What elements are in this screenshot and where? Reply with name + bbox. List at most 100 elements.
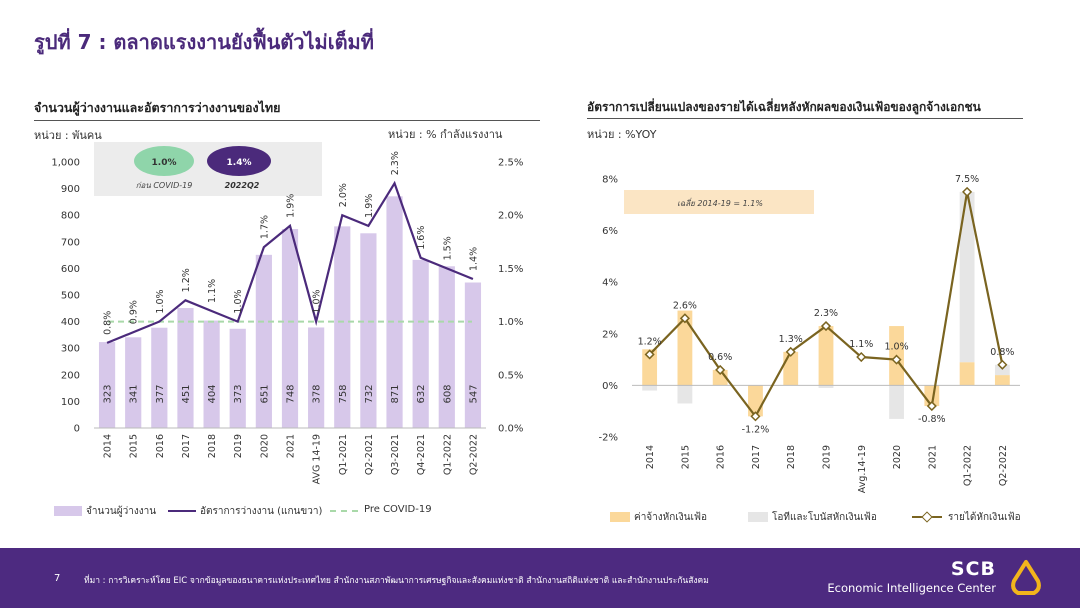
unemployed-bar [98,342,116,428]
footer: 7 ที่มา : การวิเคราะห์โดย EIC จากข้อมูลข… [0,548,1080,608]
legend-label-wage: ค่าจ้างหักเงินเฟ้อ [634,512,707,523]
income-marker [926,400,937,412]
legend-label-unemployed: จำนวนผู้ว่างงาน [86,506,157,517]
income-label: 0.8% [990,347,1014,358]
income-marker [644,349,655,360]
legend-label-ot-bonus: โอทีและโบนัสหักเงินเฟ้อ [772,512,877,523]
left-ytick-label: 600 [61,264,80,275]
slide-title: รูปที่ 7 : ตลาดแรงงานยังฟื้นตัวไม่เต็มที… [34,30,374,54]
right-ytick-label: -2% [599,433,618,444]
unemployed-bar [308,327,325,428]
unemployed-bar [151,327,168,428]
legend-label-income: รายได้หักเงินเฟ้อ [948,512,1021,523]
callout-pre-covid-value: 1.0% [152,158,177,168]
left-xtick-label: Q2-2021 [364,434,375,475]
ot-bonus-bar [677,385,693,404]
unemployment-rate-label: 1.9% [286,194,297,218]
left-ytick-label: 800 [61,211,80,222]
unemployed-bar-label: 651 [259,384,270,403]
left-xtick-label: 2014 [103,434,114,458]
left-xtick-label: 2021 [286,434,297,458]
left-xtick-label: Q1-2022 [442,434,453,475]
ot-bonus-bar [642,385,658,391]
left-xtick-label: 2019 [233,434,244,458]
income-label: 0.6% [708,352,732,363]
legend-swatch-rate [168,510,196,512]
unemployed-bar-label: 547 [468,384,479,403]
page-number: 7 [54,573,61,584]
ot-bonus-bar [994,364,1010,376]
unemployed-bar [229,328,246,428]
unemployed-bar-label: 632 [416,384,427,403]
left-unit-left: หน่วย : พันคน [34,129,102,142]
left-xtick-label: Q3-2021 [390,434,401,475]
left-xtick-label: 2020 [259,434,270,458]
right-xtick-label: 2021 [927,445,938,469]
unemployment-rate-label: 0.9% [129,300,140,324]
legend-swatch-unemployed [54,506,82,516]
right-xtick-label: 2014 [645,445,656,469]
income-label: 1.0% [884,342,908,353]
ot-bonus-bar [959,191,975,363]
income-label: 1.1% [849,339,873,350]
income-label: -0.8% [918,414,946,425]
wage-bar [959,362,975,386]
unemployed-bar [255,254,272,428]
income-marker [997,359,1008,370]
income-label: 2.3% [814,308,838,319]
ot-bonus-bar [818,385,834,388]
legend-label-rate: อัตราการว่างงาน (แกนขวา) [200,506,323,517]
right-ytick-label: 6% [602,226,618,237]
legend-swatch-ot-bonus [748,512,768,522]
right-xtick-label: 2018 [786,445,797,469]
brand-block: SCB Economic Intelligence Center [820,558,996,595]
average-note: เฉลี่ย 2014-19 = 1.1% [677,197,763,208]
left-ytick-label: 300 [61,344,80,355]
income-marker [856,351,867,363]
left-y2tick-label: 2.5% [498,158,523,169]
income-label: 2.6% [673,300,697,311]
source-note: ที่มา : การวิเคราะห์โดย EIC จากข้อมูลของ… [84,576,709,586]
left-ytick-label: 200 [61,370,80,381]
left-ytick-label: 400 [61,317,80,328]
brand-scb: SCB [950,558,996,580]
income-marker [750,411,761,422]
unemployed-bar-label: 373 [233,384,244,403]
unemployment-rate-label: 1.0% [155,289,166,313]
ot-bonus-bar [889,385,904,419]
callout-pre-covid-bubble [134,146,194,176]
income-marker [891,354,902,365]
unemployed-bar-label: 404 [207,384,218,403]
wage-bar [994,375,1010,386]
right-xtick-label: Q2-2022 [998,445,1009,486]
unemployed-bar [438,266,455,428]
right-xtick-label: 2019 [822,445,833,469]
unemployment-rate-label: 1.2% [181,268,192,292]
unemployed-bar-label: 451 [181,384,192,403]
legend-swatch-pre-covid [330,510,358,512]
right-unit: หน่วย : %YOY [587,128,657,141]
right-ytick-label: 2% [602,329,618,340]
left-xtick-label: 2016 [155,434,166,458]
unemployed-bar [203,320,220,428]
unemployment-rate-label: 0.8% [103,311,114,335]
unemployed-bar-label: 758 [338,384,349,403]
unemployment-rate-label: 1.0% [233,289,244,313]
left-ytick-label: 500 [61,291,80,302]
right-ytick-label: 4% [602,278,618,289]
left-xtick-label: Q4-2021 [416,434,427,475]
right-xtick-label: Q1-2022 [963,445,974,486]
income-label: 1.3% [779,334,803,345]
unemployed-bar-label: 608 [442,384,453,403]
left-y2tick-label: 0.0% [498,424,523,435]
left-xtick-label: Q1-2021 [338,434,349,475]
callout-2022q2-label: 2022Q2 [225,181,260,190]
unemployed-bar [125,337,142,428]
unemployment-rate-label: 1.0% [312,289,323,313]
left-xtick-label: Q2-2022 [468,434,479,475]
unemployment-rate-line [106,180,474,344]
wage-bar [677,310,693,386]
unemployed-bar [334,226,351,428]
wage-bar [642,349,658,386]
